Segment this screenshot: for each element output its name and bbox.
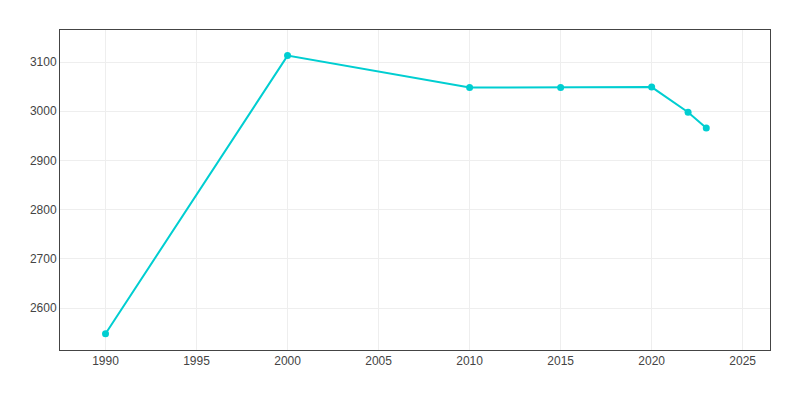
svg-text:2800: 2800	[30, 203, 57, 217]
svg-text:2025: 2025	[729, 354, 756, 368]
svg-text:2700: 2700	[30, 252, 57, 266]
svg-text:2900: 2900	[30, 154, 57, 168]
svg-text:3000: 3000	[30, 104, 57, 118]
svg-text:2020: 2020	[638, 354, 665, 368]
svg-text:1995: 1995	[183, 354, 210, 368]
svg-text:2005: 2005	[365, 354, 392, 368]
svg-text:3100: 3100	[30, 55, 57, 69]
svg-text:2015: 2015	[547, 354, 574, 368]
svg-text:1990: 1990	[92, 354, 119, 368]
svg-text:2010: 2010	[456, 354, 483, 368]
svg-text:2600: 2600	[30, 301, 57, 315]
svg-text:2000: 2000	[274, 354, 301, 368]
